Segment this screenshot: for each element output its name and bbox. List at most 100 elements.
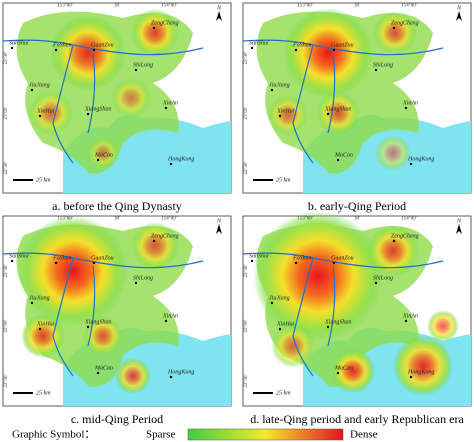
latitude-label: 23°00' xyxy=(244,319,249,332)
longitude-label: 113°00' xyxy=(297,4,312,9)
map-panel: SanShui FoShan GuanZou ZengCheng ShiLong JiuJ… xyxy=(2,2,232,194)
place-dot xyxy=(96,371,100,375)
place-dot xyxy=(336,371,340,375)
place-dot xyxy=(134,68,138,72)
place-dot xyxy=(164,319,168,323)
place-dot xyxy=(326,112,330,116)
place-label: ShiLong xyxy=(373,62,393,68)
river xyxy=(2,39,204,164)
scale-bar xyxy=(253,179,273,181)
place-label: FoShan xyxy=(292,255,312,261)
place-label: MaCao xyxy=(94,365,113,371)
place-dot xyxy=(374,68,378,72)
legend-high: Dense xyxy=(350,429,378,441)
north-arrow xyxy=(456,11,462,21)
latitude-label: 22°30' xyxy=(4,161,9,174)
density-hotspot xyxy=(373,11,417,55)
place-dot xyxy=(404,319,408,323)
longitude-label: 113°00' xyxy=(297,217,312,222)
place-dot xyxy=(392,239,396,243)
place-dot xyxy=(332,261,336,265)
place-label: GuanZou xyxy=(331,42,354,48)
place-dot xyxy=(10,259,14,263)
place-label: ShiLong xyxy=(133,275,153,281)
density-hotspot xyxy=(253,211,383,341)
latitude-label: 23°30' xyxy=(4,51,9,64)
place-dot xyxy=(38,327,42,331)
place-dot xyxy=(164,106,168,110)
longitude-label: 30' xyxy=(354,217,360,222)
river xyxy=(242,39,444,164)
density-hotspot xyxy=(131,222,179,270)
north-label: N xyxy=(216,218,222,224)
place-dot xyxy=(278,114,282,118)
panel-caption: a. before the Qing Dynasty xyxy=(52,199,182,213)
place-label: JiuJiang xyxy=(29,82,50,88)
density-hotspot xyxy=(316,91,360,135)
place-dot xyxy=(169,162,173,166)
place-dot xyxy=(250,46,254,50)
place-dot xyxy=(92,48,96,52)
place-label: XinHui xyxy=(36,108,55,114)
latitude-label: 23°00' xyxy=(244,106,249,119)
place-label: ZengCheng xyxy=(151,233,179,239)
place-label: XinAn xyxy=(162,100,178,106)
place-label: FoShan xyxy=(292,42,312,48)
place-label: HongKong xyxy=(407,369,434,375)
scale-label: 25 km xyxy=(276,390,291,396)
place-label: GuanZou xyxy=(91,255,114,261)
place-dot xyxy=(270,88,274,92)
scale-bar xyxy=(13,179,33,181)
density-hotspot xyxy=(271,324,315,368)
place-dot xyxy=(96,158,100,162)
longitude-label: 113°00' xyxy=(57,4,72,9)
latitude-label: 23°00' xyxy=(4,319,9,332)
place-dot xyxy=(152,239,156,243)
latitude-label: 23°30' xyxy=(4,264,9,277)
scale-label: 25 km xyxy=(276,177,291,183)
latitude-label: 22°30' xyxy=(244,161,249,174)
density-hotspot xyxy=(18,216,128,326)
map-panel: SanShui FoShan GuanZou ZengCheng ShiLong JiuJ… xyxy=(2,215,232,407)
place-dot xyxy=(54,48,58,52)
scale-label: 25 km xyxy=(36,177,51,183)
density-hotspot xyxy=(29,91,73,135)
place-label: HongKong xyxy=(167,156,194,162)
north-arrow xyxy=(456,224,462,234)
river xyxy=(242,252,444,377)
place-dot xyxy=(54,261,58,265)
place-dot xyxy=(38,114,42,118)
place-label: ShiLong xyxy=(373,275,393,281)
place-dot xyxy=(332,48,336,52)
latitude-label: 23°30' xyxy=(244,51,249,64)
density-hotspot xyxy=(393,336,453,396)
longitude-label: 114°00' xyxy=(401,4,416,9)
density-hotspot xyxy=(111,78,151,118)
river xyxy=(2,252,204,377)
place-dot xyxy=(86,325,90,329)
north-label: N xyxy=(216,5,222,11)
place-dot xyxy=(409,375,413,379)
place-dot xyxy=(10,46,14,50)
place-label: SanShui xyxy=(249,253,269,259)
scale-bar xyxy=(253,392,273,394)
panel-caption: d. late-Qing period and early Republican… xyxy=(250,412,464,426)
place-label: XiangShan xyxy=(84,319,111,325)
density-hotspot xyxy=(83,316,123,356)
place-dot xyxy=(270,301,274,305)
density-hotspot xyxy=(427,310,459,342)
place-label: GuanZou xyxy=(91,42,114,48)
place-label: ZengCheng xyxy=(391,233,419,239)
density-hotspot xyxy=(50,15,126,91)
panel-caption: c. mid-Qing Period xyxy=(71,412,163,426)
place-dot xyxy=(92,261,96,265)
place-label: GuanZou xyxy=(331,255,354,261)
place-label: XinHui xyxy=(276,108,295,114)
north-arrow xyxy=(216,224,222,234)
legend-low: Sparse xyxy=(146,429,175,441)
latitude-label: 23°30' xyxy=(244,264,249,277)
place-label: XinAn xyxy=(162,313,178,319)
place-dot xyxy=(250,259,254,263)
place-label: ZengCheng xyxy=(151,20,179,26)
density-hotspot xyxy=(115,358,151,394)
